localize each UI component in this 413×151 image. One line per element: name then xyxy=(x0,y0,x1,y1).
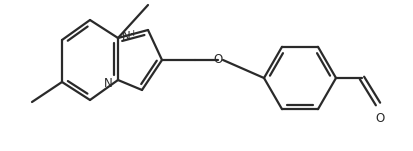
Text: N: N xyxy=(103,77,112,90)
Text: N: N xyxy=(122,31,131,43)
Text: O: O xyxy=(375,112,384,125)
Text: O: O xyxy=(213,53,222,66)
Text: +: + xyxy=(129,29,136,38)
